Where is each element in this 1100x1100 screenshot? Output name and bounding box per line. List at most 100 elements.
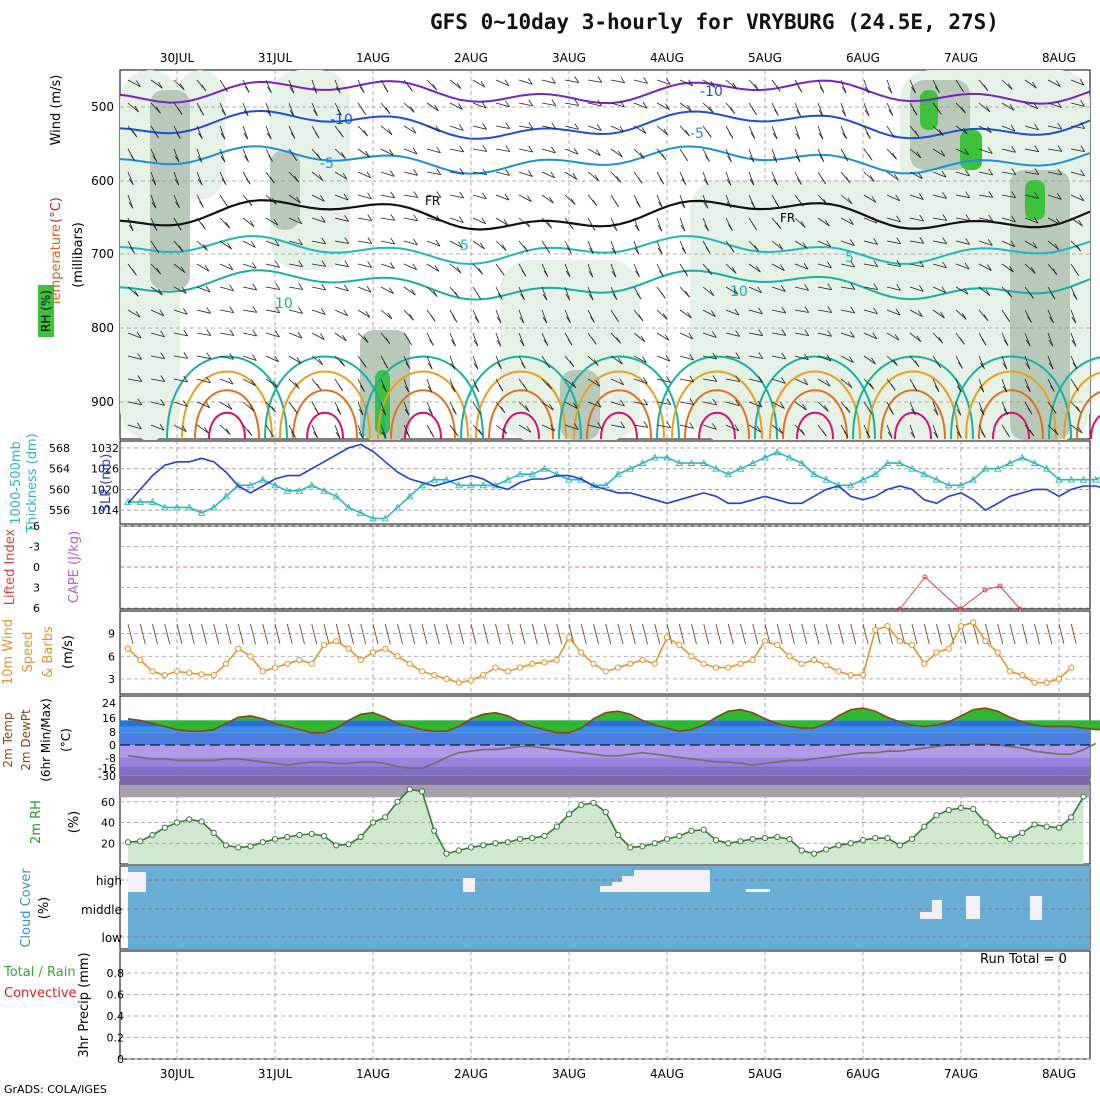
- wind-barb-flag: [182, 308, 188, 315]
- wind-barb-flag: [758, 329, 764, 336]
- contour-label: 10: [730, 284, 748, 300]
- wind-barb: [449, 125, 464, 131]
- wind-barb-flag: [137, 398, 143, 405]
- wind10-line-point: [369, 649, 377, 656]
- wind-barb-flag: [342, 334, 347, 342]
- wind-barb: [426, 263, 440, 272]
- wind-barb-10m: [825, 623, 832, 645]
- wind-barb-flag: [496, 339, 502, 347]
- wind-barb-flag: [1057, 122, 1063, 130]
- wind-barb: [196, 263, 210, 272]
- warm-contour-arch: [390, 389, 456, 440]
- wind-barb-10m: [776, 623, 783, 645]
- wind-barb-flag: [588, 270, 594, 278]
- label-degc: (°C): [49, 197, 64, 223]
- wind-barb-flag: [896, 284, 901, 291]
- wind-barb-flag: [658, 201, 663, 209]
- wind-barb: [656, 401, 671, 405]
- wind-barb-flag: [527, 78, 533, 85]
- wind-barb: [127, 217, 134, 232]
- thickness-line-point: [222, 492, 230, 500]
- wind-barb-flag: [543, 270, 549, 277]
- wind-barb-flag: [1025, 339, 1031, 347]
- wind-barb-flag: [819, 86, 825, 93]
- temp-band: [120, 785, 1090, 798]
- wind-barb: [173, 171, 180, 186]
- wind-barb: [863, 102, 870, 117]
- wind-barb: [127, 171, 134, 186]
- wind-barb: [978, 148, 993, 154]
- wind-barb: [518, 102, 533, 107]
- wind-barb-flag: [826, 354, 832, 362]
- wind-barb-flag: [800, 428, 806, 436]
- wind-barb: [127, 355, 142, 360]
- rh-line-point: [431, 827, 438, 834]
- wind-barb-flag: [680, 224, 686, 232]
- thickness-line: [128, 451, 1100, 520]
- wind-barb: [978, 355, 985, 370]
- temp-line: [127, 707, 1100, 734]
- wind-barb-flag: [367, 237, 373, 244]
- wind-barb-flag: [228, 263, 234, 270]
- wind-barb-flag: [385, 107, 391, 114]
- wind-barb-flag: [666, 398, 672, 405]
- wind-barb: [518, 332, 525, 347]
- wind-barb: [771, 286, 786, 292]
- wind10-line-point: [357, 656, 364, 664]
- wind-barb: [794, 401, 807, 411]
- wind-barb-flag: [225, 221, 231, 229]
- wind-barb: [863, 378, 874, 390]
- wind-barb-10m: [985, 623, 991, 645]
- warm-contour-arch: [208, 411, 246, 440]
- wind-barb: [1047, 79, 1061, 87]
- wind-barb-flag: [566, 316, 571, 324]
- wind-barb-flag: [666, 376, 671, 383]
- wind-barb: [150, 332, 165, 338]
- date-label-bottom: 5AUG: [748, 1067, 782, 1081]
- rh-fill: [128, 789, 1084, 864]
- wind-barb-10m: [495, 623, 501, 645]
- wind-barb: [1070, 125, 1085, 129]
- wind-barb: [173, 194, 180, 209]
- wind-barb: [311, 424, 318, 439]
- wind-barb-flag: [412, 263, 418, 271]
- label-label1: 10m Wind: [1, 619, 16, 685]
- wind-barb-flag: [435, 239, 441, 247]
- wind-barb: [449, 240, 463, 248]
- wind-barb-flag: [642, 356, 647, 363]
- cloud-block: [128, 872, 146, 892]
- wind-barb-flag: [735, 375, 741, 382]
- wind-barb: [518, 125, 533, 129]
- wind10-line-point: [884, 622, 891, 630]
- wind-barb-10m: [348, 623, 354, 645]
- wind-barb-flag: [344, 284, 349, 292]
- wind10-line-point: [529, 660, 536, 667]
- wind-barb-flag: [1002, 362, 1008, 370]
- wind10-line-point: [1006, 668, 1014, 675]
- thickness-line-point: [724, 470, 733, 478]
- li-tick: 6: [33, 602, 40, 615]
- wind-barb-flag: [597, 76, 603, 83]
- wind-barb-flag: [523, 245, 529, 253]
- wind-barb-flag: [137, 422, 142, 430]
- wind-barb: [265, 309, 280, 314]
- date-label-top: 3AUG: [552, 51, 586, 65]
- wind-barb: [288, 102, 295, 117]
- wind-barb-flag: [289, 86, 295, 94]
- wind-barb-flag: [298, 283, 304, 290]
- rh-line-point: [896, 842, 903, 849]
- wind-barb-flag: [387, 128, 393, 135]
- pressure-tick: 900: [91, 395, 114, 409]
- warm-contour-arch: [460, 355, 582, 440]
- wind-barb: [725, 401, 740, 407]
- wind-barb: [1070, 309, 1077, 324]
- rh-line-point: [712, 837, 720, 844]
- wind-barb: [1001, 378, 1008, 393]
- wind-barb-flag: [407, 338, 412, 346]
- wind-barb-flag: [1033, 216, 1039, 224]
- wind-barb-flag: [206, 329, 212, 336]
- wind-barb: [1024, 355, 1031, 370]
- wind-barb-flag: [296, 357, 302, 364]
- wind-barb: [242, 125, 249, 140]
- wind10-line-point: [737, 660, 744, 667]
